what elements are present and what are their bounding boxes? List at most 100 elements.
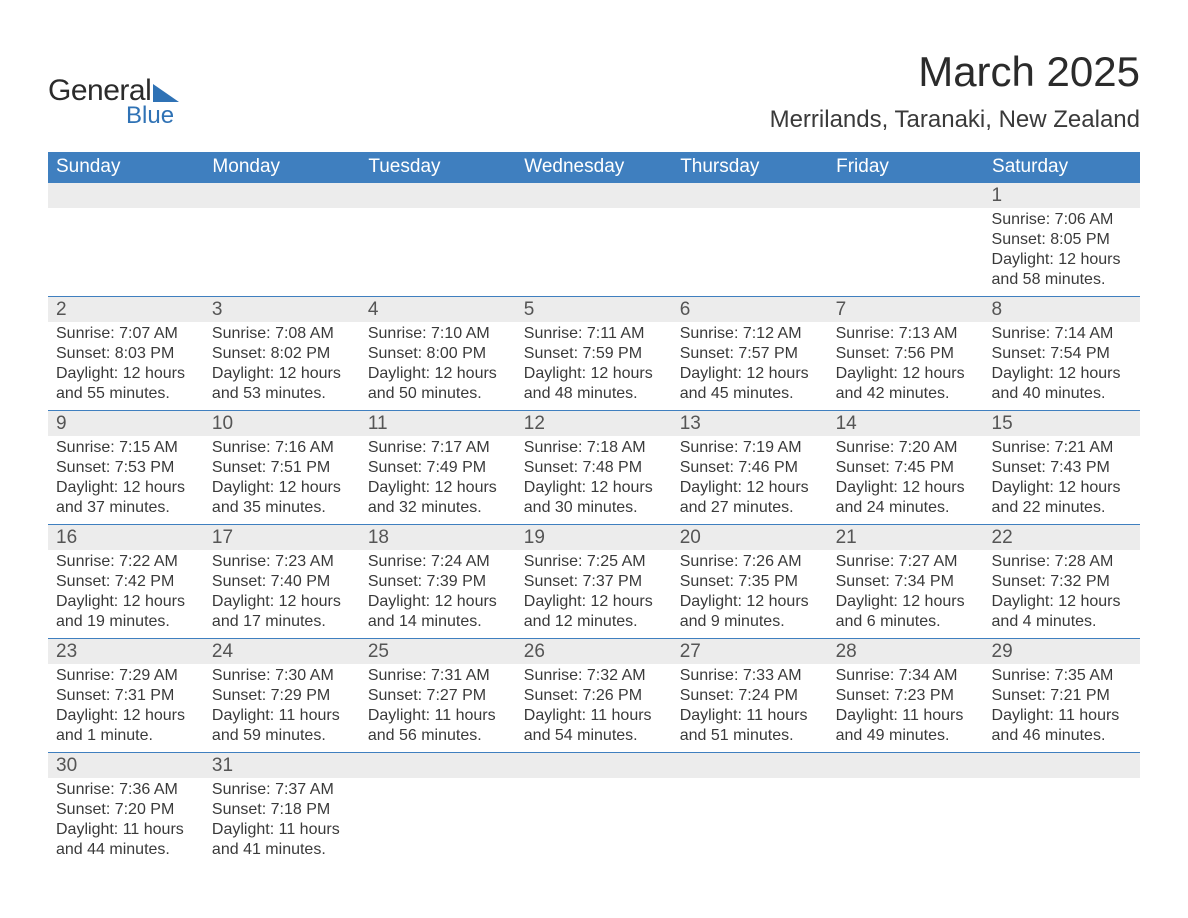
daylight-line1: Daylight: 12 hours	[56, 364, 196, 384]
sunset-text: Sunset: 7:51 PM	[212, 458, 352, 478]
sunset-text: Sunset: 7:54 PM	[992, 344, 1132, 364]
daylight-line2: and 24 minutes.	[836, 498, 976, 518]
day-num-cell: 2	[48, 297, 204, 323]
day-num-cell: 30	[48, 753, 204, 779]
sunrise-text: Sunrise: 7:14 AM	[992, 324, 1132, 344]
day-num-cell: 13	[672, 411, 828, 437]
daylight-line1: Daylight: 12 hours	[524, 364, 664, 384]
day-body-cell: Sunrise: 7:29 AMSunset: 7:31 PMDaylight:…	[48, 664, 204, 753]
day-num-cell: 17	[204, 525, 360, 551]
daylight-line2: and 51 minutes.	[680, 726, 820, 746]
day-number: 3	[204, 297, 360, 322]
sunset-text: Sunset: 7:26 PM	[524, 686, 664, 706]
daylight-line2: and 6 minutes.	[836, 612, 976, 632]
sunset-text: Sunset: 7:56 PM	[836, 344, 976, 364]
day-num-cell: 28	[828, 639, 984, 665]
day-body-cell	[360, 778, 516, 866]
day-number: 20	[672, 525, 828, 550]
daylight-line2: and 4 minutes.	[992, 612, 1132, 632]
sunrise-text: Sunrise: 7:28 AM	[992, 552, 1132, 572]
day-number: 29	[984, 639, 1140, 664]
day-number: 7	[828, 297, 984, 322]
day-num-cell: 21	[828, 525, 984, 551]
day-number: 13	[672, 411, 828, 436]
sunset-text: Sunset: 7:21 PM	[992, 686, 1132, 706]
logo-triangle-icon	[153, 84, 179, 102]
day-body-cell: Sunrise: 7:35 AMSunset: 7:21 PMDaylight:…	[984, 664, 1140, 753]
day-body-cell: Sunrise: 7:22 AMSunset: 7:42 PMDaylight:…	[48, 550, 204, 639]
week-numrow: 9101112131415	[48, 411, 1140, 437]
day-number: 6	[672, 297, 828, 322]
sunrise-text: Sunrise: 7:07 AM	[56, 324, 196, 344]
daylight-line1: Daylight: 11 hours	[524, 706, 664, 726]
daylight-line1: Daylight: 11 hours	[212, 820, 352, 840]
day-number: 8	[984, 297, 1140, 322]
day-body-cell: Sunrise: 7:36 AMSunset: 7:20 PMDaylight:…	[48, 778, 204, 866]
sunrise-text: Sunrise: 7:35 AM	[992, 666, 1132, 686]
sunset-text: Sunset: 8:00 PM	[368, 344, 508, 364]
sunset-text: Sunset: 7:49 PM	[368, 458, 508, 478]
daylight-line1: Daylight: 12 hours	[56, 706, 196, 726]
sunset-text: Sunset: 7:35 PM	[680, 572, 820, 592]
week-numrow: 1	[48, 183, 1140, 209]
sunset-text: Sunset: 7:39 PM	[368, 572, 508, 592]
sunrise-text: Sunrise: 7:17 AM	[368, 438, 508, 458]
day-number: 21	[828, 525, 984, 550]
daylight-line1: Daylight: 12 hours	[836, 592, 976, 612]
daylight-line2: and 1 minute.	[56, 726, 196, 746]
day-body-cell: Sunrise: 7:18 AMSunset: 7:48 PMDaylight:…	[516, 436, 672, 525]
sunrise-text: Sunrise: 7:08 AM	[212, 324, 352, 344]
daylight-line1: Daylight: 12 hours	[368, 478, 508, 498]
daylight-line1: Daylight: 11 hours	[836, 706, 976, 726]
daylight-line1: Daylight: 12 hours	[680, 592, 820, 612]
day-body-cell: Sunrise: 7:08 AMSunset: 8:02 PMDaylight:…	[204, 322, 360, 411]
week-numrow: 2345678	[48, 297, 1140, 323]
day-num-cell: 1	[984, 183, 1140, 209]
day-num-cell: 19	[516, 525, 672, 551]
daylight-line1: Daylight: 12 hours	[836, 364, 976, 384]
daylight-line1: Daylight: 11 hours	[680, 706, 820, 726]
day-body-cell	[672, 778, 828, 866]
day-body-cell: Sunrise: 7:12 AMSunset: 7:57 PMDaylight:…	[672, 322, 828, 411]
day-num-cell: 29	[984, 639, 1140, 665]
daylight-line1: Daylight: 12 hours	[992, 250, 1132, 270]
day-number: 26	[516, 639, 672, 664]
sunrise-text: Sunrise: 7:13 AM	[836, 324, 976, 344]
sunrise-text: Sunrise: 7:15 AM	[56, 438, 196, 458]
day-body-cell: Sunrise: 7:28 AMSunset: 7:32 PMDaylight:…	[984, 550, 1140, 639]
sunset-text: Sunset: 8:05 PM	[992, 230, 1132, 250]
day-number: 31	[204, 753, 360, 778]
day-num-cell	[984, 753, 1140, 779]
sunrise-text: Sunrise: 7:16 AM	[212, 438, 352, 458]
day-num-cell: 31	[204, 753, 360, 779]
daylight-line1: Daylight: 11 hours	[56, 820, 196, 840]
day-header-saturday: Saturday	[984, 152, 1140, 183]
day-body-cell: Sunrise: 7:31 AMSunset: 7:27 PMDaylight:…	[360, 664, 516, 753]
sunrise-text: Sunrise: 7:06 AM	[992, 210, 1132, 230]
day-body-cell: Sunrise: 7:21 AMSunset: 7:43 PMDaylight:…	[984, 436, 1140, 525]
daylight-line2: and 45 minutes.	[680, 384, 820, 404]
day-body-cell: Sunrise: 7:07 AMSunset: 8:03 PMDaylight:…	[48, 322, 204, 411]
daylight-line2: and 58 minutes.	[992, 270, 1132, 290]
daylight-line2: and 59 minutes.	[212, 726, 352, 746]
sunset-text: Sunset: 7:45 PM	[836, 458, 976, 478]
day-num-cell	[672, 753, 828, 779]
daylight-line1: Daylight: 12 hours	[524, 478, 664, 498]
location-subtitle: Merrilands, Taranaki, New Zealand	[770, 106, 1140, 134]
sunset-text: Sunset: 7:27 PM	[368, 686, 508, 706]
day-body-cell	[984, 778, 1140, 866]
week-bodyrow: Sunrise: 7:22 AMSunset: 7:42 PMDaylight:…	[48, 550, 1140, 639]
sunset-text: Sunset: 7:37 PM	[524, 572, 664, 592]
day-num-cell	[828, 753, 984, 779]
day-num-cell	[516, 183, 672, 209]
title-block: March 2025 Merrilands, Taranaki, New Zea…	[770, 48, 1140, 134]
day-num-cell: 6	[672, 297, 828, 323]
sunrise-text: Sunrise: 7:30 AM	[212, 666, 352, 686]
day-body-cell	[516, 208, 672, 297]
day-body-cell: Sunrise: 7:24 AMSunset: 7:39 PMDaylight:…	[360, 550, 516, 639]
day-number: 27	[672, 639, 828, 664]
sunset-text: Sunset: 7:53 PM	[56, 458, 196, 478]
day-number: 10	[204, 411, 360, 436]
day-number: 23	[48, 639, 204, 664]
day-number: 24	[204, 639, 360, 664]
